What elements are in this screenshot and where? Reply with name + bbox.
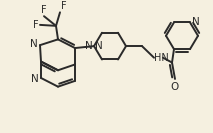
Text: N: N bbox=[192, 17, 200, 27]
Text: F: F bbox=[33, 20, 39, 30]
Text: N: N bbox=[95, 41, 103, 51]
Text: F: F bbox=[41, 5, 47, 15]
Text: N: N bbox=[30, 39, 38, 49]
Text: F: F bbox=[61, 1, 67, 11]
Text: O: O bbox=[171, 82, 179, 92]
Text: N: N bbox=[85, 41, 93, 51]
Text: HN: HN bbox=[154, 53, 169, 63]
Text: N: N bbox=[31, 74, 39, 84]
